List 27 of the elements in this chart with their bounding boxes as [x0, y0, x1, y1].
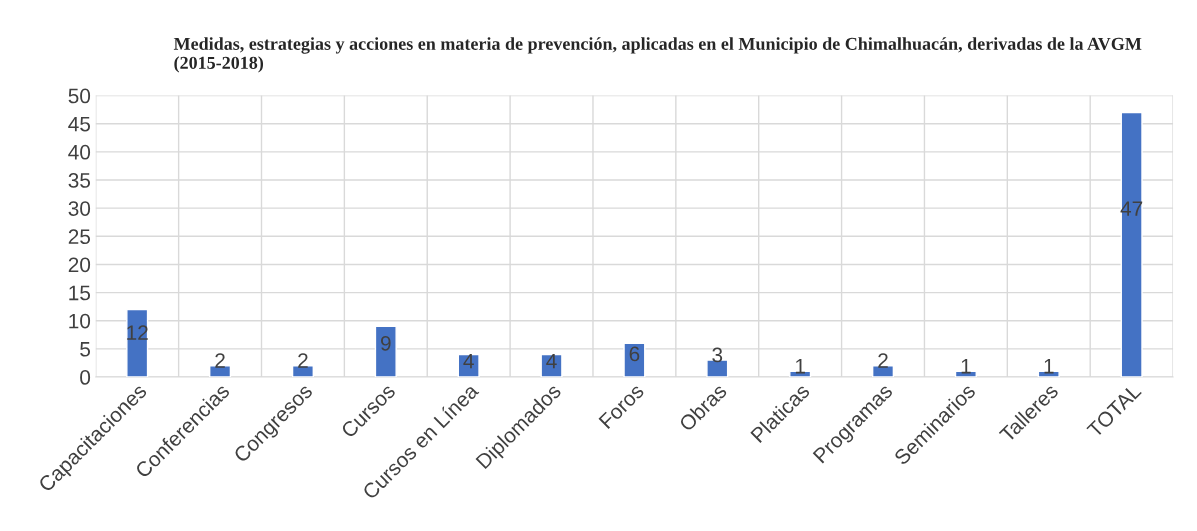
y-tick-label: 50 [68, 88, 91, 104]
y-tick-label: 20 [68, 257, 91, 273]
bar [374, 325, 397, 378]
y-tick-label: 5 [80, 342, 91, 357]
data-label: 1 [961, 359, 971, 374]
y-tick-label: 25 [68, 229, 91, 245]
data-label: 2 [298, 353, 308, 368]
y-tick-label: 35 [68, 173, 91, 188]
bar [540, 353, 563, 378]
y-tick-label: 40 [68, 144, 91, 160]
data-label: 4 [463, 353, 474, 369]
y-tick-label: 10 [69, 313, 91, 329]
data-label: 9 [380, 335, 391, 351]
bar [1120, 111, 1143, 378]
y-tick-label: 45 [68, 116, 91, 132]
data-label: 2 [215, 353, 225, 368]
y-tick-label: 15 [69, 285, 91, 301]
data-label: 4 [546, 353, 557, 369]
data-label: 2 [878, 353, 888, 368]
chart-title: Medidas, estrategias y acciones en materia de prevención, aplicadas en el Municipio de Chimalhuacán, derivadas de la AVGM (2015-2018) [173, 37, 1142, 73]
data-label: 1 [1044, 359, 1054, 374]
y-tick-label: 0 [80, 370, 91, 385]
bar [623, 342, 646, 378]
data-label: 1 [795, 359, 805, 374]
data-label: 3 [712, 347, 723, 363]
data-label: 6 [629, 346, 640, 362]
y-tick-label: 30 [68, 201, 91, 216]
